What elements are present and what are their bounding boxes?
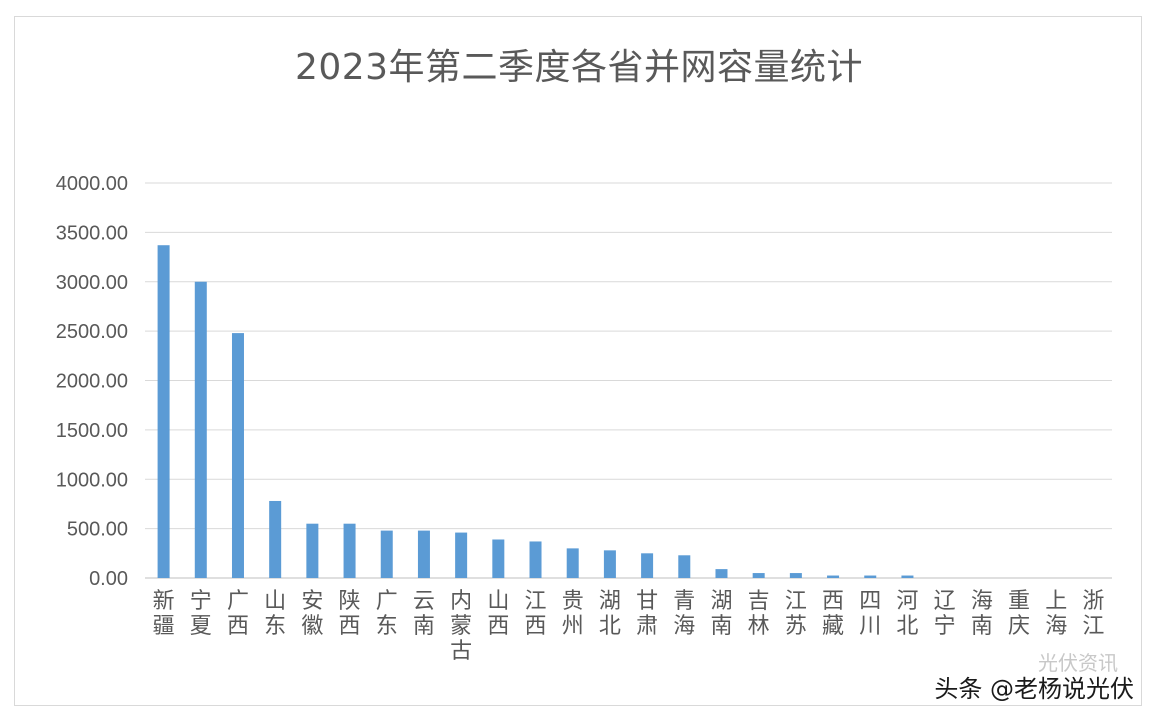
x-tick-label: 海 [1045,614,1067,639]
bar-西藏 [827,575,840,578]
x-tick-label: 海 [673,614,695,639]
x-tick-label: 疆 [153,614,175,639]
x-tick-label: 湖 [710,589,732,614]
x-tick-label: 宁 [190,589,212,614]
x-tick-label: 西 [339,614,361,639]
x-tick-label: 林 [748,614,770,639]
x-tick-label: 西 [822,589,844,614]
x-tick-label: 重 [1008,589,1030,614]
x-tick-label: 山 [264,589,286,614]
x-tick-label: 安 [301,589,323,614]
x-tick-label: 四 [859,589,881,614]
bar-甘肃 [641,553,654,578]
x-tick-label: 广 [227,589,249,614]
x-tick-label: 江 [1082,614,1104,639]
x-tick-label: 湖 [599,589,621,614]
y-tick-label: 3000.00 [56,272,128,294]
x-tick-label: 夏 [190,614,212,639]
x-tick-label: 宁 [934,614,956,639]
x-tick-label: 山 [487,589,509,614]
x-tick-label: 藏 [822,614,844,639]
bar-山西 [492,539,505,578]
x-tick-label: 西 [227,614,249,639]
bar-江西 [529,541,542,578]
x-tick-label: 庆 [1008,614,1030,639]
bar-广东 [380,530,393,578]
y-tick-label: 1500.00 [56,420,128,442]
x-tick-label: 江 [785,589,807,614]
y-tick-label: 3500.00 [56,222,128,244]
x-tick-label: 蒙 [450,614,472,639]
watermark-secondary: 光伏资讯 [1038,651,1118,675]
y-tick-label: 2000.00 [56,371,128,393]
x-tick-label: 内 [450,589,472,614]
x-tick-label: 川 [859,614,881,639]
x-tick-label: 西 [525,614,547,639]
bar-广西 [231,333,244,578]
x-tick-label: 浙 [1082,589,1104,614]
bar-吉林 [752,573,765,578]
x-tick-label: 河 [896,589,918,614]
bar-贵州 [566,548,579,578]
x-tick-label: 云 [413,589,435,614]
bar-新疆 [157,245,170,578]
y-tick-label: 2500.00 [56,321,128,343]
watermark-primary: 头条 @老杨说光伏 [934,675,1134,703]
bar-湖北 [603,550,616,578]
y-tick-label: 4000.00 [56,173,128,195]
x-tick-label: 南 [710,614,732,639]
bar-山东 [269,500,282,578]
bar-青海 [678,555,691,578]
x-tick-label: 辽 [934,589,956,614]
x-tick-label: 苏 [785,614,807,639]
x-tick-label: 东 [264,614,286,639]
x-tick-label: 江 [525,589,547,614]
x-tick-label: 海 [971,589,993,614]
x-tick-label: 吉 [748,589,770,614]
x-tick-label: 东 [376,614,398,639]
chart-title: 2023年第二季度各省并网容量统计 [294,47,864,88]
x-tick-label: 陕 [339,589,361,614]
x-tick-label: 青 [673,589,695,614]
y-tick-label: 1000.00 [56,469,128,491]
x-tick-label: 肃 [636,614,658,639]
x-tick-label: 古 [450,639,472,664]
bar-宁夏 [194,281,207,578]
bar-四川 [864,575,877,578]
x-tick-label: 广 [376,589,398,614]
x-tick-label: 徽 [301,614,323,639]
bar-河北 [901,575,914,578]
bar-陕西 [343,523,356,578]
x-tick-label: 南 [413,614,435,639]
x-tick-label: 上 [1045,589,1067,614]
x-tick-label: 新 [153,589,175,614]
x-tick-label: 南 [971,614,993,639]
x-tick-label: 西 [487,614,509,639]
x-tick-label: 北 [896,614,918,639]
y-tick-label: 0.00 [89,568,128,590]
x-tick-label: 北 [599,614,621,639]
y-tick-label: 500.00 [67,519,128,541]
bar-江苏 [789,573,802,578]
bar-湖南 [715,569,728,578]
x-tick-label: 甘 [636,589,658,614]
bar-云南 [417,530,430,578]
x-tick-label: 州 [562,614,584,639]
bar-安徽 [306,523,319,578]
x-tick-label: 贵 [562,589,584,614]
bar-内蒙古 [455,532,468,578]
